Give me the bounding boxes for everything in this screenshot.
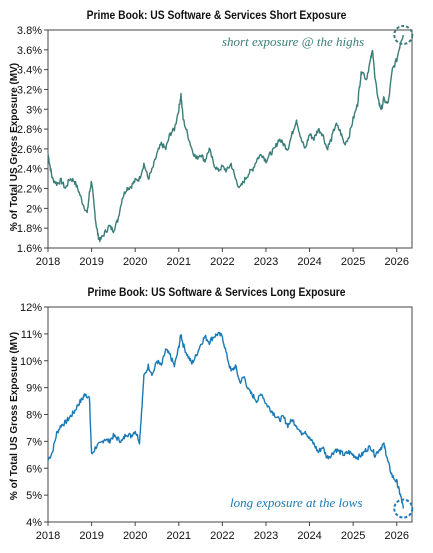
y-tick-label: 4% (26, 517, 42, 529)
plot-frame (47, 29, 413, 249)
y-tick-label: 6% (26, 463, 42, 475)
y-tick-label: 8% (26, 410, 42, 422)
x-tick-label: 2023 (254, 256, 278, 268)
x-tick-label: 2023 (254, 530, 278, 542)
y-tick-label: 7% (26, 436, 42, 448)
y-tick-label: 3.6% (17, 45, 42, 57)
x-tick-label: 2020 (123, 256, 147, 268)
x-tick-label: 2022 (210, 256, 234, 268)
y-tick-label: 3.2% (17, 84, 42, 96)
y-tick-label: 10% (20, 356, 42, 368)
y-tick-label: 2.6% (17, 144, 42, 156)
y-tick-label: 2% (26, 203, 42, 215)
plot-frame (47, 306, 413, 523)
x-tick-label: 2021 (167, 530, 191, 542)
y-tick-label: 1.6% (17, 243, 42, 255)
x-tick-label: 2025 (341, 256, 365, 268)
y-tick-label: 12% (20, 302, 42, 314)
y-tick-label: 2.2% (17, 184, 42, 196)
y-tick-label: 11% (21, 329, 42, 341)
y-tick-label: 5% (26, 490, 42, 502)
x-tick-label: 2018 (36, 530, 60, 542)
y-tick-label: 2.8% (17, 124, 42, 136)
highlight-circle (393, 24, 414, 45)
annotation-text: long exposure at the lows (230, 495, 362, 510)
x-tick-label: 2018 (36, 256, 60, 268)
y-axis-label: % of Total US Gross Exposure (MV) (9, 332, 20, 500)
x-tick-label: 2024 (297, 256, 321, 268)
x-tick-label: 2021 (167, 256, 191, 268)
x-tick-label: 2020 (123, 530, 147, 542)
x-tick-label: 2024 (297, 530, 321, 542)
highlight-circle (393, 498, 414, 519)
y-tick-label: 2.4% (17, 164, 42, 176)
x-tick-label: 2019 (79, 256, 103, 268)
long-exposure-chart: Prime Book: US Software & Services Long … (0, 277, 433, 553)
y-tick-label: 3.4% (17, 65, 42, 77)
y-tick-label: 3% (26, 104, 42, 116)
chart-title: Prime Book: US Software & Services Long … (87, 285, 346, 299)
series-line (47, 331, 404, 509)
x-tick-label: 2026 (385, 530, 409, 542)
y-tick-label: 3.8% (17, 25, 42, 37)
short-exposure-plot: % of Total US Gross Exposure (MV) short … (9, 24, 414, 268)
y-tick-label: 1.8% (17, 223, 42, 235)
long-exposure-plot: % of Total US Gross Exposure (MV) long e… (9, 302, 414, 542)
chart-title: Prime Book: US Software & Services Short… (86, 8, 347, 22)
x-tick-label: 2022 (210, 530, 234, 542)
x-tick-label: 2019 (79, 530, 103, 542)
x-tick-label: 2025 (341, 530, 365, 542)
series-line (47, 34, 404, 243)
x-tick-label: 2026 (385, 256, 409, 268)
y-tick-label: 9% (26, 383, 42, 395)
short-exposure-chart: Prime Book: US Software & Services Short… (0, 0, 433, 276)
annotation-text: short exposure @ the highs (222, 34, 364, 49)
y-axis-label: % of Total US Gross Exposure (MV) (9, 63, 20, 231)
